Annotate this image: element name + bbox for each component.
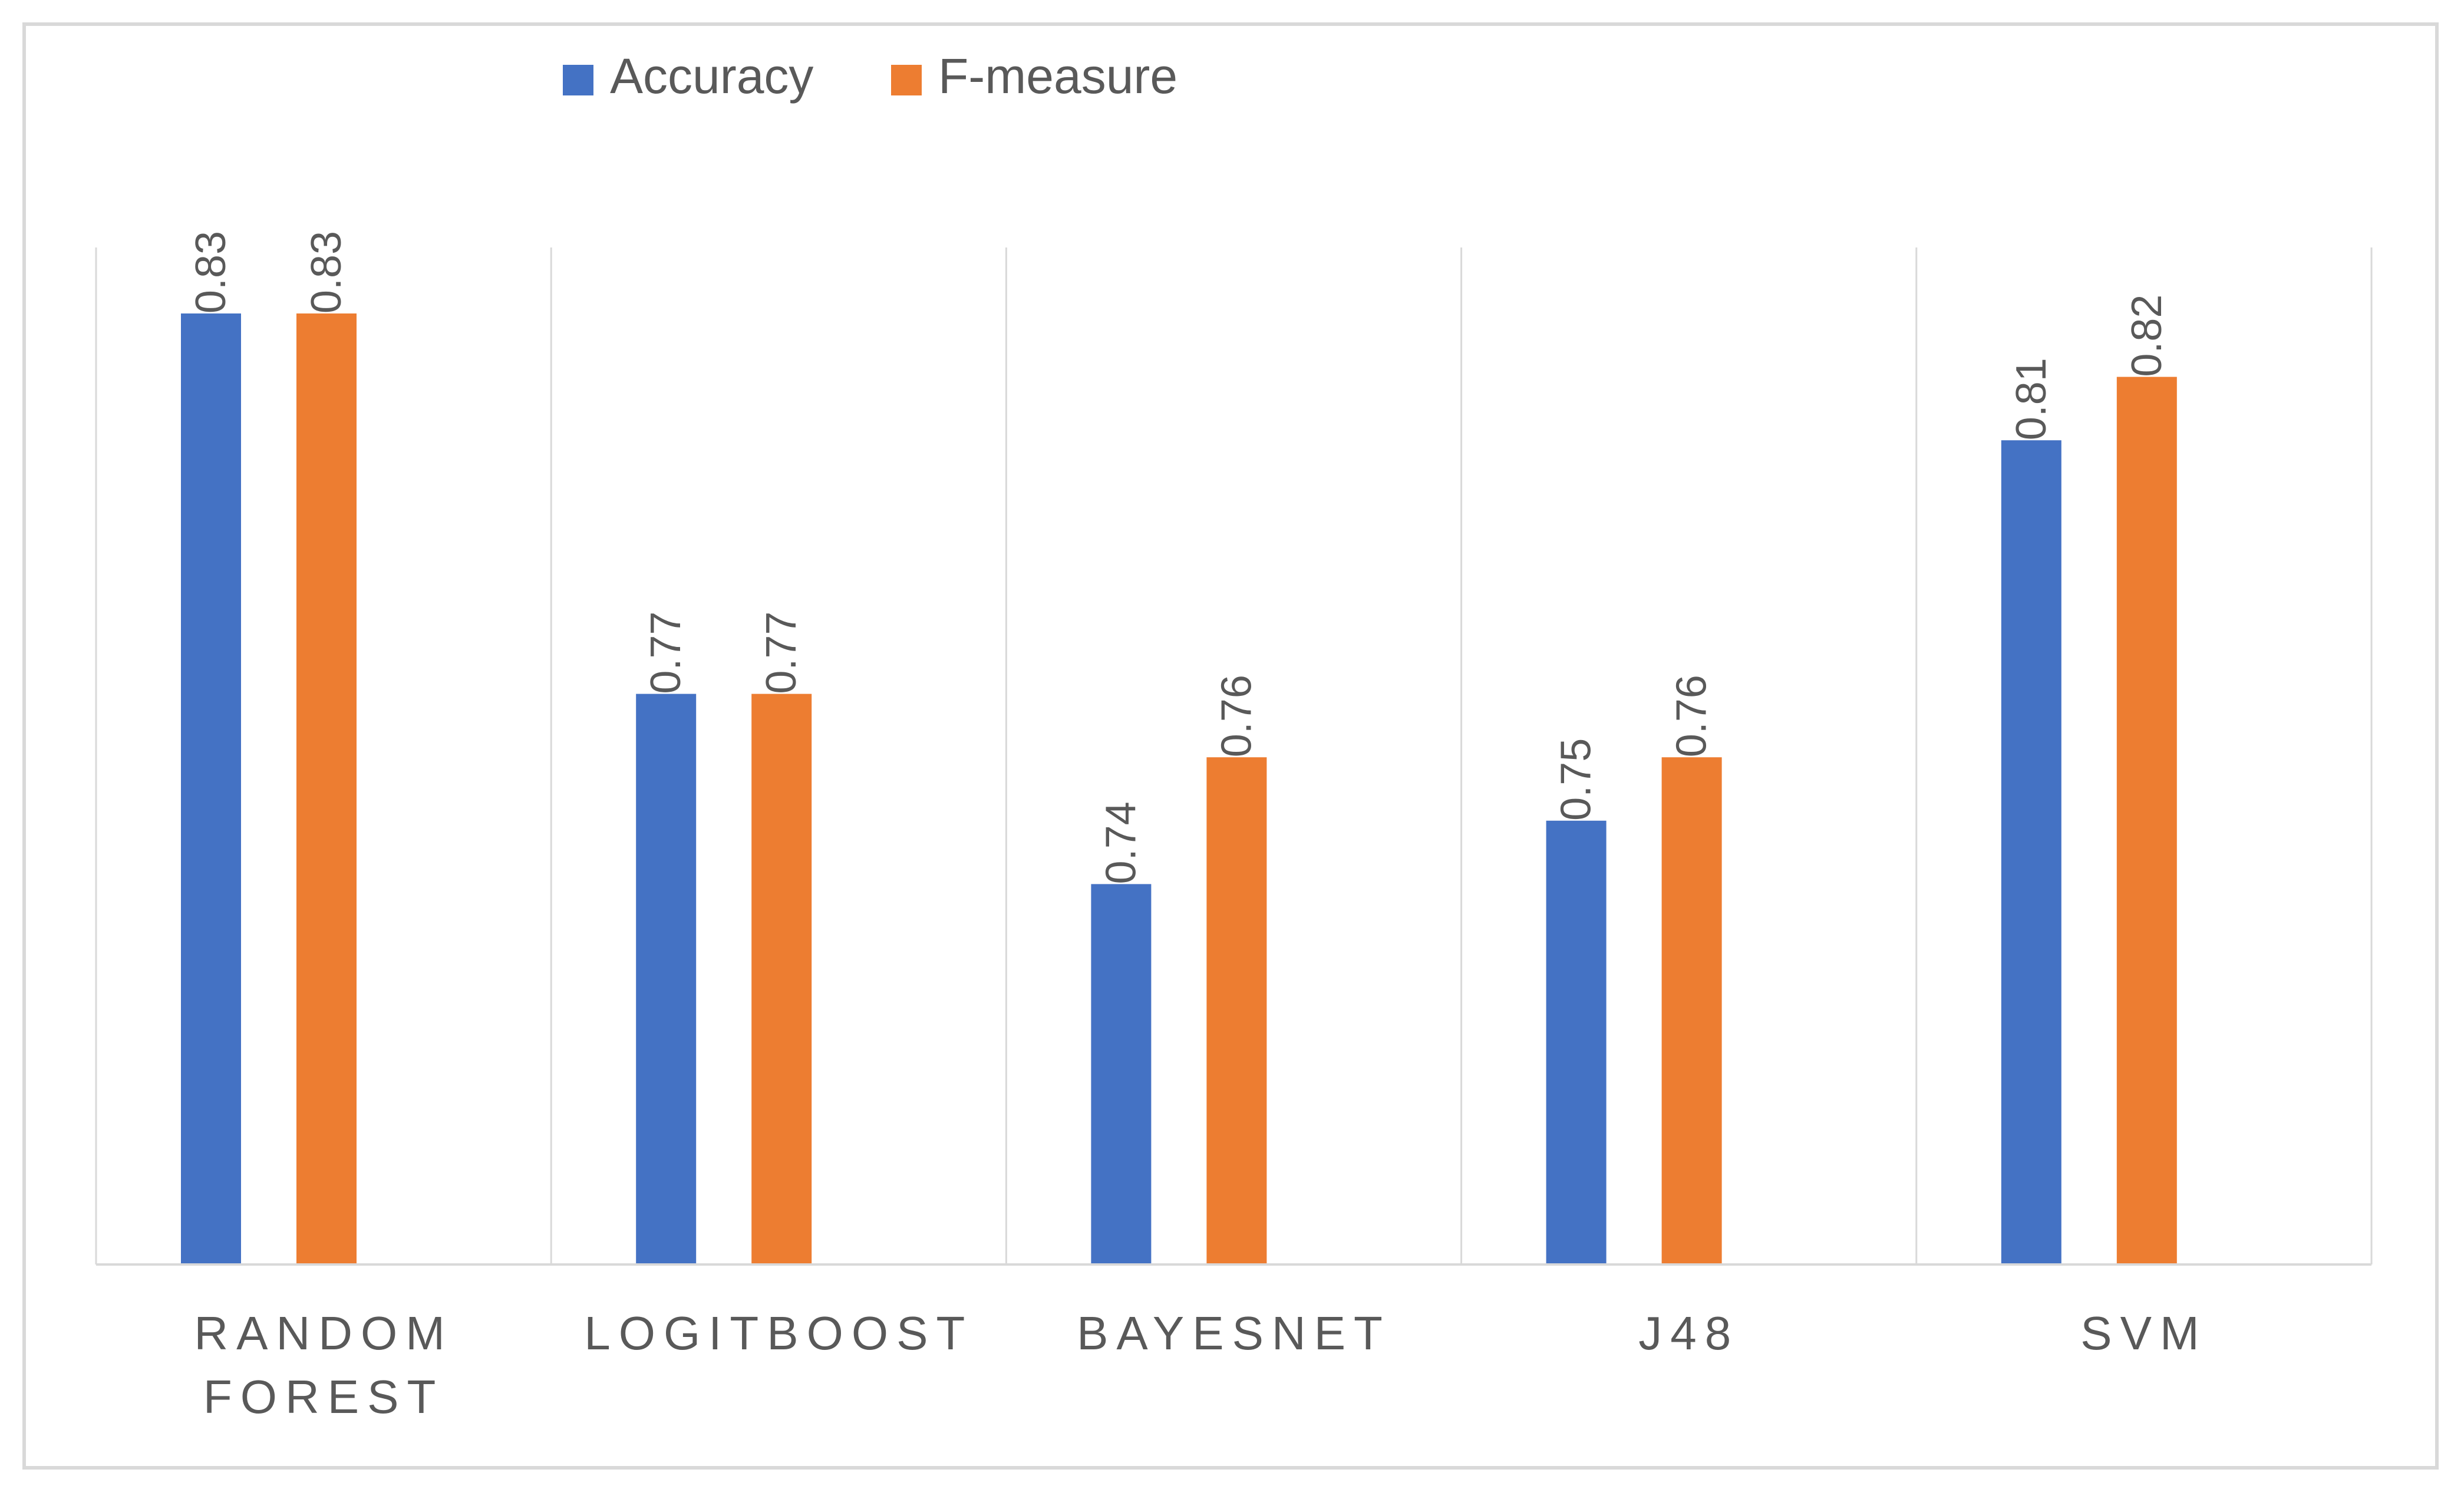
legend-label-accuracy: Accuracy	[610, 48, 813, 104]
legend-item-accuracy: Accuracy	[563, 48, 813, 104]
legend-swatch-accuracy	[563, 65, 593, 95]
bar-f-measure-j48	[1661, 757, 1722, 1264]
data-label-f-measure-j48: 0.76	[1668, 675, 1716, 757]
bar-f-measure-svm	[2116, 377, 2177, 1264]
x-tick-label-random-forest: RANDOM FOREST	[194, 1307, 453, 1423]
x-tick-label-logitboost: LOGITBOOST	[584, 1307, 973, 1359]
legend-item-f-measure: F-measure	[891, 48, 1177, 104]
data-label-accuracy-svm: 0.81	[2008, 358, 2055, 440]
data-label-accuracy-bayesnet: 0.74	[1097, 801, 1144, 884]
legend: Accuracy F-measure	[563, 48, 1177, 104]
legend-swatch-f-measure	[891, 65, 922, 95]
data-label-f-measure-svm: 0.82	[2123, 295, 2171, 377]
x-axis: RANDOM FOREST LOGITBOOST BAYESNET J48 SVM	[96, 1263, 2371, 1423]
data-label-f-measure-logitboost: 0.77	[758, 612, 805, 694]
data-label-accuracy-random-forest: 0.83	[187, 231, 235, 313]
data-label-f-measure-random-forest: 0.83	[303, 231, 350, 313]
data-label-accuracy-j48: 0.75	[1553, 738, 1600, 821]
bar-accuracy-bayesnet	[1091, 884, 1152, 1264]
data-labels: 0.83 0.77 0.74 0.75 0.81 0.83 0.77 0.76 0.76 0.82	[187, 231, 2171, 884]
x-tick-label-j48: J48	[1638, 1307, 1739, 1359]
bars	[181, 313, 2177, 1265]
bar-accuracy-j48	[1546, 820, 1607, 1264]
x-tick-label-svm: SVM	[2080, 1307, 2207, 1359]
bar-accuracy-logitboost	[636, 694, 697, 1264]
bar-f-measure-logitboost	[751, 694, 812, 1264]
bar-accuracy-random-forest	[181, 313, 241, 1264]
legend-label-f-measure: F-measure	[938, 48, 1177, 104]
bar-f-measure-bayesnet	[1206, 757, 1267, 1264]
data-label-accuracy-logitboost: 0.77	[642, 612, 690, 694]
grid-lines	[95, 247, 2373, 1264]
bar-f-measure-random-forest	[296, 313, 357, 1264]
bar-accuracy-svm	[2001, 440, 2061, 1265]
x-tick-label-bayesnet: BAYESNET	[1077, 1307, 1391, 1359]
data-label-f-measure-bayesnet: 0.76	[1213, 675, 1260, 757]
